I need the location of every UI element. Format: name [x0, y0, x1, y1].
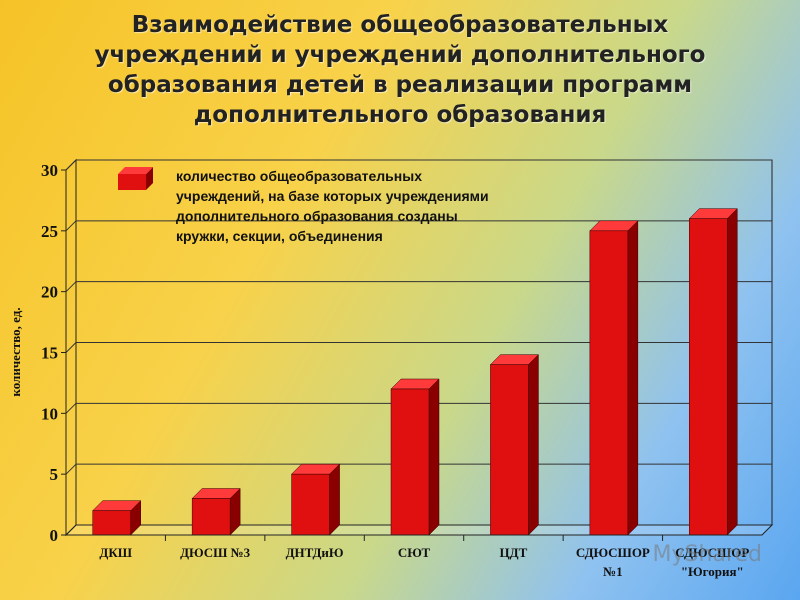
legend-swatch [118, 174, 146, 190]
legend-line: кружки, секции, объединения [176, 228, 383, 244]
x-tick-label: ДНТДиЮ [286, 545, 344, 560]
bar-side [329, 463, 340, 536]
bar [92, 510, 131, 536]
watermark: MyShared [653, 542, 762, 567]
bar-side [727, 208, 738, 536]
x-tick-label: СЮТ [398, 545, 431, 560]
legend-line: учреждений, на базе которых учреждениями [176, 188, 489, 204]
bar-side [627, 220, 639, 536]
bar-side [428, 378, 440, 536]
title-line: образования детей в реализации программ [107, 72, 693, 98]
y-tick-label: 0 [50, 526, 59, 545]
y-tick-label: 25 [41, 222, 58, 241]
x-tick-label: ДЮСШ №3 [180, 545, 251, 560]
gridline-side [65, 402, 77, 414]
x-tick-label: ДКШ [99, 545, 132, 560]
x-tick-label: "Югория" [681, 564, 744, 579]
legend-label: количество общеобразовательных учреждени… [176, 166, 596, 246]
x-tick-label: №1 [603, 564, 623, 579]
title-line: Взаимодействие общеобразовательных [131, 12, 669, 38]
legend-swatch-top [118, 167, 153, 174]
y-tick-label: 30 [41, 161, 58, 180]
x-tick-label: ЦДТ [500, 545, 528, 560]
y-tick-label: 20 [41, 283, 58, 302]
bar [191, 498, 231, 536]
y-tick-label: 5 [50, 465, 59, 484]
bar [291, 473, 330, 536]
bar [589, 230, 629, 536]
x-tick-label: СДЮСШОР [675, 545, 749, 560]
gridline-side [65, 281, 77, 293]
gridline-side [65, 159, 77, 171]
legend-line: количество общеобразовательных [176, 168, 422, 184]
y-axis-label: количество, ед. [8, 307, 23, 397]
bar-side [528, 354, 539, 536]
legend-line: дополнительного образования созданы [176, 208, 458, 224]
bar [689, 218, 728, 536]
bar [390, 388, 430, 536]
title-line: дополнительного образования [193, 102, 607, 128]
gridline-side [65, 463, 77, 475]
title-line: учреждений и учреждений дополнительного [94, 42, 706, 68]
x-tick-label: СДЮСШОР [576, 545, 650, 560]
gridline-side [65, 342, 77, 353]
y-tick-label: 15 [41, 344, 58, 363]
bar [490, 364, 529, 536]
legend-swatch-side [146, 167, 153, 190]
chart-title: Взаимодействие общеобразовательных учреж… [40, 10, 760, 130]
gridline-side [65, 220, 77, 232]
y-tick-label: 10 [41, 404, 58, 423]
